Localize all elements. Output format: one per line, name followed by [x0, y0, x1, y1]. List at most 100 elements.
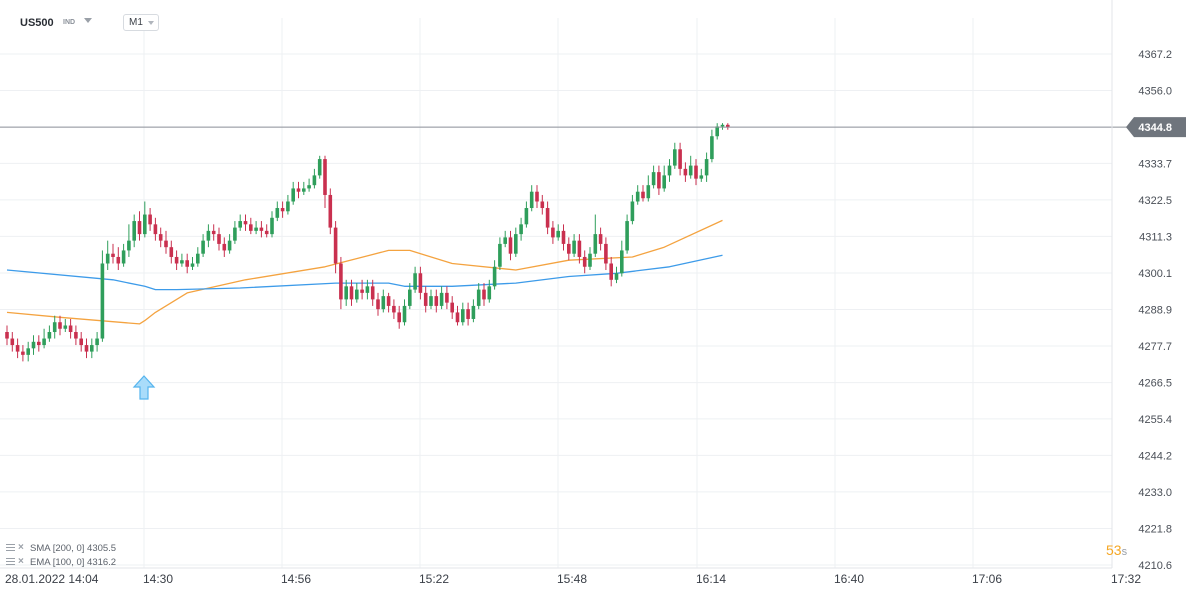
x-tick-label: 15:22 [419, 572, 449, 586]
candle-body [79, 338, 83, 346]
candle-body [169, 247, 174, 257]
indicator-ema[interactable]: × EMA [100, 0] 4316.2 [6, 557, 116, 568]
x-tick-label: 16:40 [834, 572, 864, 586]
last-price-tag [1126, 117, 1186, 138]
candle [217, 227, 221, 251]
candle [588, 247, 592, 271]
sma-layer [6, 254, 723, 291]
candle [355, 283, 359, 303]
indicator-remove-icon[interactable]: × [18, 542, 24, 554]
candle-body [84, 345, 89, 352]
candle [577, 234, 582, 264]
candle [620, 240, 624, 277]
candle-body [317, 159, 322, 176]
candle-body [233, 227, 237, 241]
candle [492, 260, 497, 290]
candle-body [466, 309, 470, 319]
candle-body [196, 253, 200, 264]
y-tick-label: 4277.7 [1138, 341, 1172, 353]
candle [52, 315, 57, 339]
indicator-remove-icon[interactable]: × [18, 556, 24, 568]
candle [302, 181, 306, 195]
candle [344, 279, 348, 306]
candle [556, 224, 560, 241]
candle-body [582, 256, 587, 267]
candle-body [710, 136, 714, 160]
candle-body [392, 305, 396, 313]
candle [429, 289, 433, 310]
candle [466, 302, 470, 326]
candle [360, 279, 364, 300]
candle [190, 256, 195, 271]
candle [445, 286, 449, 310]
candle-body [15, 345, 20, 352]
candle [508, 230, 513, 261]
candle-body [111, 253, 115, 257]
candle [105, 240, 110, 271]
x-tick-label: 15:48 [557, 572, 587, 586]
candle [211, 224, 216, 241]
timeframe-chevron-icon [148, 21, 154, 25]
candle-body [153, 224, 158, 235]
candle-body [646, 185, 651, 199]
x-tick-label: 28.01.2022 14:04 [5, 572, 99, 586]
indicator-settings-icon[interactable] [6, 558, 15, 567]
indicator-settings-icon[interactable] [6, 544, 15, 553]
candle-body [127, 240, 131, 251]
candle [169, 240, 174, 264]
candle [201, 234, 205, 257]
candle [21, 345, 25, 362]
candle-body [58, 322, 62, 329]
candle-body [355, 289, 359, 300]
candle-body [116, 256, 121, 264]
x-tick-label: 17:06 [972, 572, 1002, 586]
candle-body [280, 208, 285, 212]
indicator-ema-label: EMA [100, 0] 4316.2 [30, 557, 117, 568]
countdown-value: 53 [1106, 542, 1122, 558]
y-tick-label: 4255.4 [1138, 414, 1172, 426]
candle-body [620, 250, 624, 274]
candle [137, 211, 142, 241]
candle [37, 335, 41, 352]
y-tick-label: 4322.5 [1138, 195, 1172, 207]
candle-body [498, 243, 502, 267]
candle-body [561, 230, 566, 244]
candle-body [593, 234, 598, 254]
timeframe-select[interactable]: M1 [123, 14, 159, 31]
candle-body [572, 240, 576, 254]
candle-body [635, 191, 640, 202]
candle [641, 185, 645, 202]
y-tick-label: 4300.1 [1138, 268, 1172, 280]
candle [471, 299, 476, 323]
candle-body [455, 312, 460, 323]
y-axis: 4367.2 4356.0 4333.7 4322.5 4311.3 4300.1 4288… [1111, 0, 1172, 572]
candle-body [487, 286, 492, 300]
candle [243, 214, 248, 231]
candle [535, 185, 539, 209]
candle [254, 221, 258, 235]
candle [439, 286, 444, 310]
candle-body [514, 234, 518, 254]
candle-body [408, 289, 412, 306]
candle-body [349, 286, 354, 300]
candle-body [461, 309, 465, 323]
buy-signal-arrow-icon[interactable] [132, 375, 156, 400]
y-tick-label: 4210.6 [1138, 560, 1172, 572]
candle [673, 142, 677, 169]
candle-body [524, 208, 529, 225]
candle [307, 178, 311, 192]
candle-body [651, 172, 656, 186]
ema-line [6, 219, 723, 325]
indicator-sma[interactable]: × SMA [200, 0] 4305.5 [6, 543, 116, 554]
candle-body [339, 263, 343, 300]
candle-body [344, 286, 348, 300]
candle [662, 165, 666, 192]
symbol-dropdown-chevron-icon[interactable] [84, 18, 92, 23]
candle-body [699, 175, 704, 179]
candle [561, 224, 566, 251]
candle-body [264, 230, 269, 235]
symbol-label[interactable]: US500 [20, 17, 54, 29]
candle-body [678, 149, 682, 169]
candle-countdown: 53s [1106, 542, 1127, 558]
